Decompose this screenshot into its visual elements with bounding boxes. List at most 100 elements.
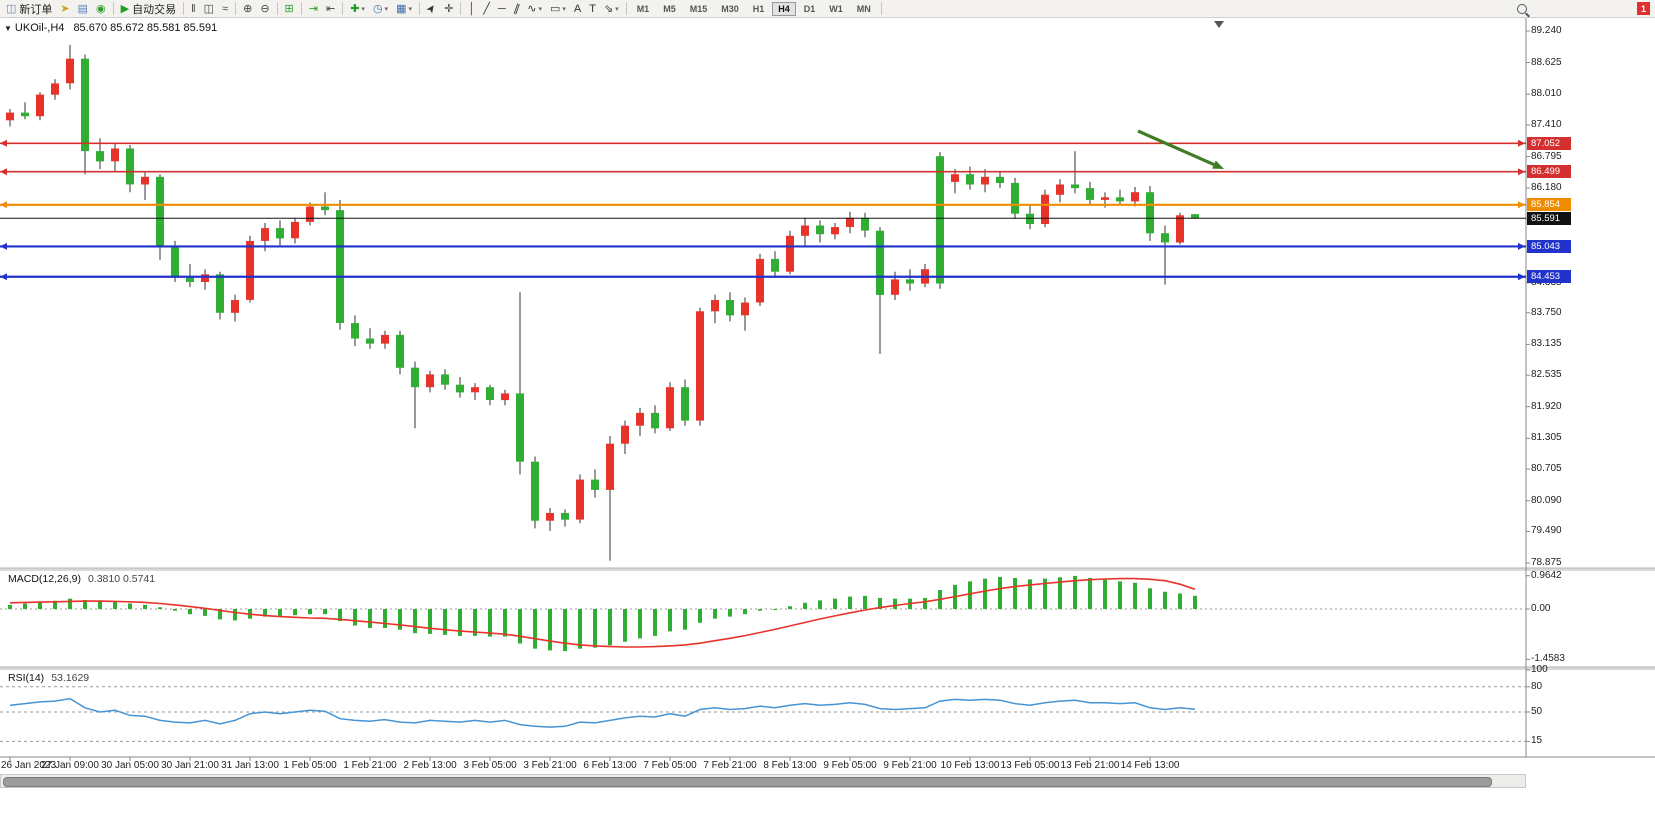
toolbar: ◫ 新订单 ➤ ▤ ◉ ▶ 自动交易 ‖ ◫ ≈ ⊕ ⊖ ⊞ ⇥ ⇤ ✚ ▾ ◷ ▾ ▦ ▾ ➤ ✛ │ ╱ ─ ∥ ∿ ▾ ▭ ▾ A T ⇘ ▾… — [0, 0, 1655, 18]
date-label: 26 Jan 2023 — [1, 760, 57, 771]
price-axis-label: 79.490 — [1531, 525, 1562, 537]
chevron-down-icon: ▾ — [615, 5, 619, 13]
price-axis-label: 81.920 — [1531, 400, 1562, 412]
zoom-out-icon: ⊖ — [260, 2, 270, 15]
community-button[interactable]: ◉ — [92, 0, 110, 18]
toolbar-right: 1 — [1517, 2, 1653, 15]
channel-button[interactable]: ∥ — [510, 0, 524, 18]
rsi-panel-label: RSI(14) 53.1629 — [8, 672, 89, 684]
price-axis-label: 82.535 — [1531, 369, 1562, 381]
price-tag-85.043: 85.043 — [1527, 239, 1571, 253]
timeframe-m1[interactable]: M1 — [636, 3, 650, 14]
bar-chart-button[interactable]: ‖ — [187, 0, 200, 18]
line-chart-icon: ≈ — [222, 2, 229, 15]
price-axis-label: 80.090 — [1531, 494, 1562, 506]
notification-badge[interactable]: 1 — [1637, 2, 1650, 15]
timeframe-d1[interactable]: D1 — [803, 3, 816, 14]
chart-shift-icon: ⇤ — [325, 2, 336, 15]
date-label: 7 Feb 05:00 — [643, 760, 697, 771]
timeframe-m15[interactable]: M15 — [689, 3, 708, 14]
rsi-axis-label: 50 — [1531, 706, 1543, 717]
macd-axis-label: -1.4583 — [1531, 653, 1565, 665]
candlestick-series[interactable] — [6, 44, 1199, 561]
price-axis-label: 86.180 — [1531, 182, 1562, 194]
chart-header: ▼ UKOil-,H4 85.670 85.672 85.581 85.591 — [4, 22, 217, 34]
annotation-arrowhead — [1212, 160, 1224, 169]
shapes-button[interactable]: ▭ ▾ — [546, 0, 570, 18]
price-axis-label: 89.240 — [1531, 25, 1562, 36]
horizontal-line-button[interactable]: ─ — [494, 0, 510, 18]
timeframe-h1[interactable]: H1 — [752, 3, 765, 14]
timeframe-h4[interactable]: H4 — [772, 1, 796, 16]
line-end-marker — [0, 273, 7, 281]
macd-panel-label: MACD(12,26,9) 0.3810 0.5741 — [8, 573, 155, 585]
timeframe-w1[interactable]: W1 — [829, 3, 843, 14]
vertical-line-icon: │ — [468, 2, 476, 15]
ohlc-quote: 85.670 85.672 85.581 85.591 — [73, 22, 218, 34]
elliott-button[interactable]: ∿ ▾ — [523, 0, 546, 18]
indicators-button[interactable]: ✚ ▾ — [346, 0, 369, 18]
new-order-button[interactable]: ◫ 新订单 — [2, 0, 56, 18]
symbol-period-label: UKOil-,H4 — [14, 22, 65, 34]
price-axis-label: 86.795 — [1531, 150, 1562, 162]
timeframe-m30[interactable]: M30 — [721, 3, 739, 14]
arrows-button[interactable]: ⇘ ▾ — [600, 0, 623, 18]
chart-shift-marker[interactable] — [1214, 21, 1224, 28]
line-end-marker — [0, 139, 7, 147]
scrollbar-thumb[interactable] — [3, 777, 1492, 787]
crosshair-icon: ✛ — [444, 2, 454, 15]
tile-windows-icon: ⊞ — [284, 2, 294, 15]
date-label: 30 Jan 05:00 — [101, 760, 159, 771]
vertical-line-button[interactable]: │ — [464, 0, 479, 18]
timeframe-mn[interactable]: MN — [856, 3, 871, 14]
price-axis-label: 83.135 — [1531, 338, 1562, 350]
trendline-button[interactable]: ╱ — [479, 0, 494, 18]
candlestick-chart-button[interactable]: ◫ — [200, 0, 218, 18]
price-tag-84.453: 84.453 — [1527, 270, 1571, 284]
date-label: 1 Feb 21:00 — [343, 760, 397, 771]
line-end-marker — [1518, 242, 1525, 250]
autotrading-button[interactable]: ▶ 自动交易 — [117, 0, 180, 18]
trendline-icon: ╱ — [483, 2, 490, 15]
price-tag-86.499: 86.499 — [1527, 165, 1571, 179]
search-icon[interactable] — [1517, 3, 1527, 14]
cursor-button[interactable]: ➤ — [423, 0, 440, 18]
tile-windows-button[interactable]: ⊞ — [281, 0, 298, 18]
shapes-icon: ▭ — [549, 2, 561, 15]
label-button[interactable]: T — [585, 0, 600, 18]
bar-chart-icon: ‖ — [191, 2, 196, 15]
zoom-in-button[interactable]: ⊕ — [239, 0, 256, 18]
chart-shift-button[interactable]: ⇤ — [322, 0, 339, 18]
new-order-button-label: 新订单 — [19, 3, 53, 16]
date-label: 7 Feb 21:00 — [703, 760, 757, 771]
toolbar-separator — [625, 2, 627, 15]
timeframe-m5[interactable]: M5 — [663, 3, 676, 14]
line-end-marker — [1518, 168, 1525, 176]
macd-values: 0.3810 0.5741 — [87, 573, 156, 585]
date-label: 31 Jan 13:00 — [221, 760, 279, 771]
toolbar-separator — [460, 2, 462, 15]
templates-button[interactable]: ▦ ▾ — [392, 0, 416, 18]
new-order-icon: ◫ — [6, 2, 17, 15]
line-chart-button[interactable]: ≈ — [218, 0, 232, 18]
crosshair-button[interactable]: ✛ — [440, 0, 457, 18]
price-tag-85.591: 85.591 — [1527, 211, 1571, 225]
symbol-dropdown-icon: ▼ — [4, 24, 12, 33]
zoom-out-button[interactable]: ⊖ — [256, 0, 273, 18]
macd-axis-label: 0.00 — [1531, 603, 1551, 614]
print-button[interactable]: ▤ — [74, 0, 92, 18]
horizontal-line-icon: ─ — [497, 2, 506, 15]
price-axis-label: 81.305 — [1531, 432, 1562, 444]
text-button[interactable]: A — [570, 0, 585, 18]
horizontal-scrollbar[interactable] — [0, 774, 1526, 788]
line-end-marker — [0, 201, 7, 209]
auto-scroll-button[interactable]: ⇥ — [305, 0, 322, 18]
annotation-arrow[interactable] — [1137, 129, 1215, 167]
date-label: 2 Feb 13:00 — [403, 760, 457, 771]
price-tag-87.052: 87.052 — [1527, 136, 1571, 150]
macd-axis-label: 0.9642 — [1531, 569, 1562, 581]
periods-button[interactable]: ◷ ▾ — [369, 0, 392, 18]
market-watch-button[interactable]: ➤ — [56, 0, 73, 18]
